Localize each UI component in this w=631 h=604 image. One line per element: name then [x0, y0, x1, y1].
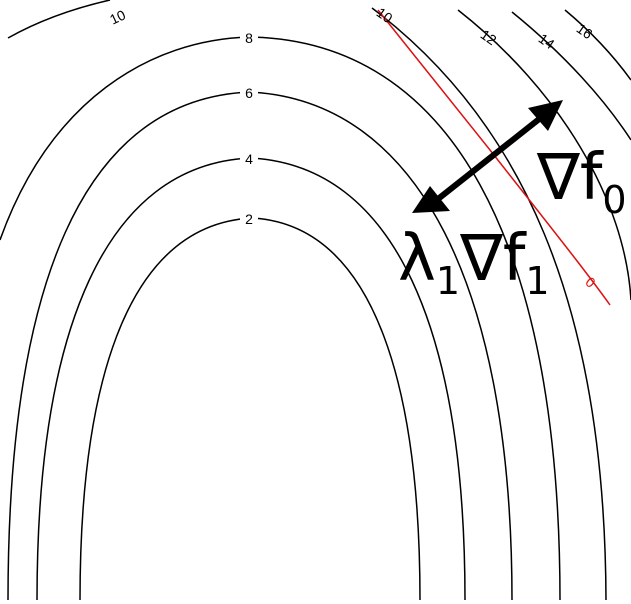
lambda-grad-f1-label: λ1∇f1: [398, 222, 550, 303]
contour-label-16: 16: [574, 20, 596, 42]
gradient-f1-arrowhead: [412, 186, 450, 213]
contour-line-14: [511, 11, 631, 141]
gradient-f0-arrowhead: [528, 100, 563, 131]
constraint-label-0: 0: [583, 274, 599, 291]
contour-line-12: [457, 9, 631, 301]
contour-line-16: [564, 9, 631, 81]
contour-label-2: 2: [245, 211, 253, 227]
contour-label-8: 8: [245, 30, 253, 46]
contour-label-10-left: 10: [107, 6, 128, 27]
contour-line-8: [0, 36, 561, 601]
contour-line-10-right: [371, 7, 607, 601]
contour-label-10-right: 10: [374, 4, 396, 26]
constraint-curve: [377, 9, 611, 306]
gradient-arrow-shaft: [436, 113, 545, 202]
contour-label-4: 4: [245, 151, 253, 167]
contour-line-10: [7, 0, 111, 39]
contour-line-2: [79, 217, 421, 601]
contour-label-6: 6: [245, 85, 253, 101]
grad-f0-label: ∇f0: [536, 141, 627, 222]
